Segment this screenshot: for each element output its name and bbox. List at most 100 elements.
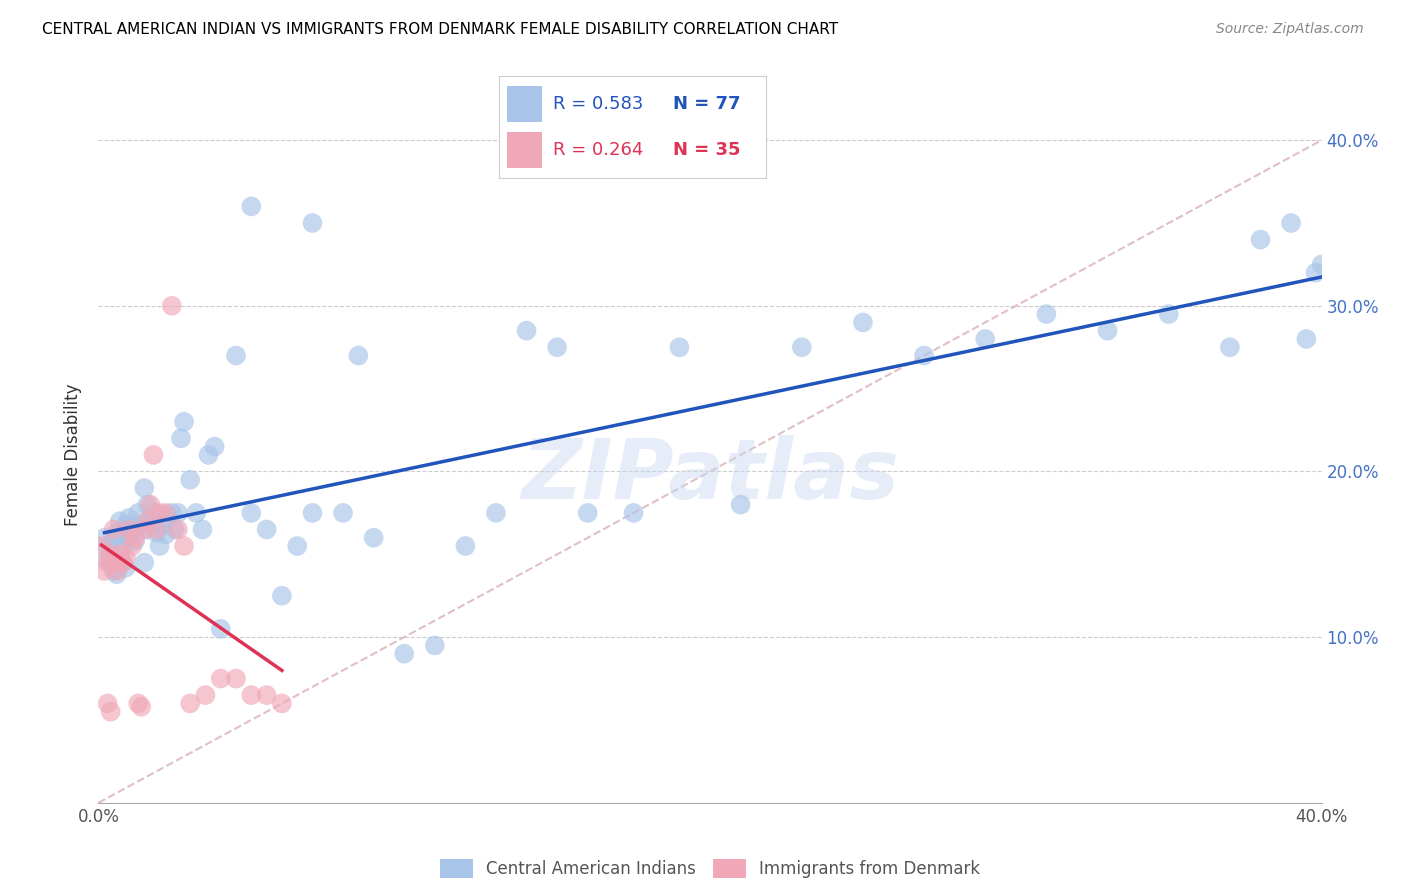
Point (225, 672, 247, 686)
Point (301, 506, 323, 520)
Point (118, 531, 141, 545)
Point (111, 556, 134, 570)
Point (152, 517, 174, 532)
Point (118, 511, 141, 525)
Text: ZIPatlas: ZIPatlas (522, 435, 898, 516)
Point (173, 539, 195, 553)
Point (97, 697, 120, 711)
Point (111, 539, 134, 553)
Point (270, 589, 292, 603)
Point (136, 523, 159, 537)
Point (730, 498, 752, 512)
Point (240, 506, 263, 520)
Point (100, 705, 122, 719)
Point (93, 564, 115, 578)
Point (134, 556, 156, 570)
Point (179, 473, 201, 487)
Point (852, 315, 875, 329)
Point (454, 539, 477, 553)
Point (423, 639, 446, 653)
Point (1219, 340, 1241, 354)
Point (155, 506, 177, 520)
Point (1035, 307, 1057, 321)
Point (124, 531, 146, 545)
Point (111, 556, 134, 570)
Point (145, 523, 167, 537)
Bar (508, 132, 541, 168)
Point (155, 527, 177, 541)
Point (129, 699, 152, 714)
Point (209, 622, 232, 636)
Point (332, 506, 354, 520)
Point (100, 544, 122, 558)
Point (124, 534, 146, 549)
Point (103, 564, 125, 578)
Point (668, 340, 690, 354)
Point (105, 525, 128, 540)
Point (149, 539, 172, 553)
Point (108, 527, 131, 541)
Point (347, 349, 370, 363)
Point (105, 556, 128, 570)
Point (186, 506, 208, 520)
Point (1157, 307, 1180, 321)
Text: R = 0.583: R = 0.583 (553, 95, 643, 113)
Point (485, 506, 508, 520)
Point (142, 506, 165, 520)
Point (97, 539, 120, 553)
Point (167, 523, 190, 537)
Legend: Central American Indians, Immigrants from Denmark: Central American Indians, Immigrants fro… (433, 853, 987, 885)
Text: N = 35: N = 35 (672, 141, 741, 159)
Point (108, 514, 131, 528)
Text: R = 0.264: R = 0.264 (553, 141, 643, 159)
Point (363, 531, 385, 545)
Point (240, 199, 263, 213)
Point (118, 523, 141, 537)
Bar (508, 87, 541, 122)
Point (623, 506, 645, 520)
Point (136, 498, 159, 512)
Point (173, 415, 195, 429)
Point (912, 349, 935, 363)
Point (256, 523, 278, 537)
Point (240, 688, 263, 702)
Point (139, 498, 162, 512)
Point (97, 556, 120, 570)
Y-axis label: Female Disability: Female Disability (65, 384, 83, 526)
Point (1279, 216, 1302, 230)
Point (127, 506, 149, 520)
Point (301, 216, 323, 230)
Point (576, 506, 599, 520)
Point (108, 547, 131, 561)
Point (225, 349, 247, 363)
Point (167, 506, 190, 520)
Point (115, 560, 138, 574)
Point (142, 448, 165, 462)
Point (1305, 266, 1327, 280)
Point (115, 517, 138, 532)
Point (100, 547, 122, 561)
Text: CENTRAL AMERICAN INDIAN VS IMMIGRANTS FROM DENMARK FEMALE DISABILITY CORRELATION: CENTRAL AMERICAN INDIAN VS IMMIGRANTS FR… (42, 22, 838, 37)
Point (93, 531, 115, 545)
Point (160, 299, 183, 313)
Point (209, 672, 232, 686)
Point (256, 688, 278, 702)
Point (139, 514, 162, 528)
Point (105, 564, 128, 578)
Point (149, 506, 172, 520)
Point (191, 523, 214, 537)
Point (163, 523, 186, 537)
Point (392, 647, 416, 661)
Point (546, 340, 568, 354)
Point (204, 440, 226, 454)
Point (285, 539, 308, 553)
Point (129, 517, 152, 532)
Point (194, 688, 217, 702)
Point (157, 511, 180, 525)
Point (197, 448, 219, 462)
Text: N = 77: N = 77 (672, 95, 741, 113)
Point (103, 523, 125, 537)
Point (103, 534, 125, 549)
Point (121, 539, 143, 553)
Point (127, 697, 149, 711)
